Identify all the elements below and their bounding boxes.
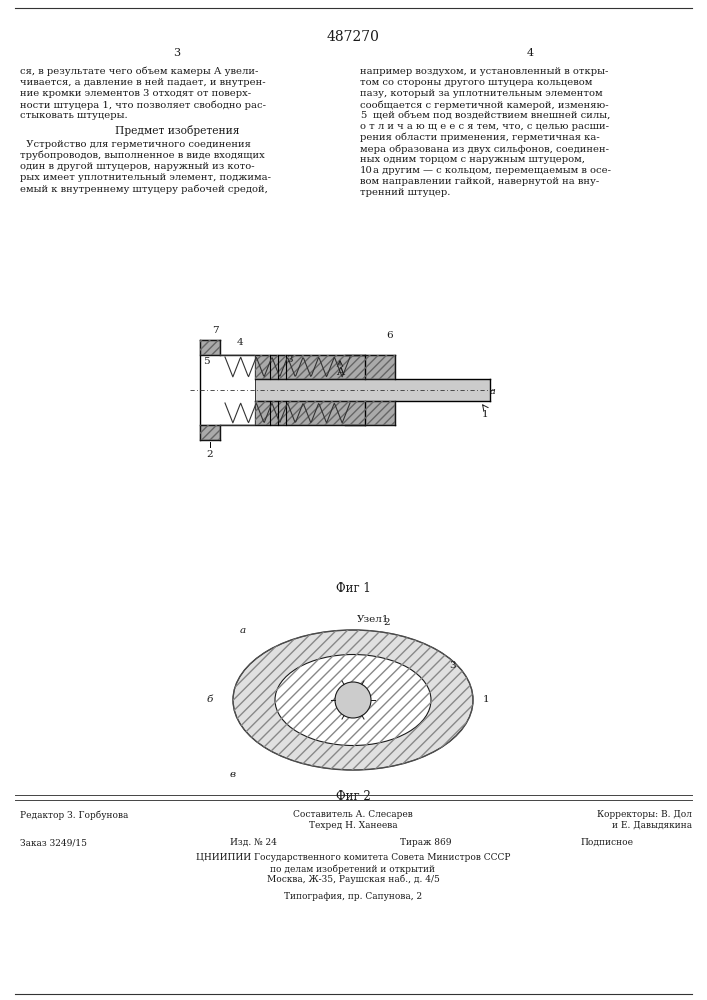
Text: рых имеет уплотнительный элемент, поджима-: рых имеет уплотнительный элемент, поджим… xyxy=(20,173,271,182)
Text: Корректоры: В. Дол: Корректоры: В. Дол xyxy=(597,810,692,819)
Text: рения области применения, герметичная ка-: рения области применения, герметичная ка… xyxy=(360,133,600,142)
Text: один в другой штуцеров, наружный из кото-: один в другой штуцеров, наружный из кото… xyxy=(20,162,255,171)
Text: мера образована из двух сильфонов, соединен-: мера образована из двух сильфонов, соеди… xyxy=(360,144,609,153)
Text: Тираж 869: Тираж 869 xyxy=(400,838,452,847)
Text: чивается, а давление в ней падает, и внутрен-: чивается, а давление в ней падает, и вну… xyxy=(20,78,266,87)
Text: 2: 2 xyxy=(206,450,214,459)
Text: по делам изобретений и открытий: по делам изобретений и открытий xyxy=(271,864,436,874)
Ellipse shape xyxy=(233,630,473,770)
Text: Типография, пр. Сапунова, 2: Типография, пр. Сапунова, 2 xyxy=(284,892,422,901)
Text: Подписное: Подписное xyxy=(580,838,633,847)
Text: стыковать штуцеры.: стыковать штуцеры. xyxy=(20,111,128,120)
Text: 3: 3 xyxy=(449,660,455,670)
Text: 7: 7 xyxy=(211,326,218,335)
Text: Изд. № 24: Изд. № 24 xyxy=(230,838,277,847)
Polygon shape xyxy=(200,340,395,379)
Text: тренний штуцер.: тренний штуцер. xyxy=(360,188,450,197)
Text: в: в xyxy=(230,770,236,779)
Text: б: б xyxy=(206,696,213,704)
Text: 487270: 487270 xyxy=(327,30,380,44)
Text: ных одним торцом с наружным штуцером,: ных одним торцом с наружным штуцером, xyxy=(360,155,585,164)
Text: Техред Н. Ханеева: Техред Н. Ханеева xyxy=(309,821,397,830)
Text: ности штуцера 1, что позволяет свободно рас-: ности штуцера 1, что позволяет свободно … xyxy=(20,100,266,109)
Text: 1: 1 xyxy=(481,410,489,419)
Text: Редактор З. Горбунова: Редактор З. Горбунова xyxy=(20,810,129,820)
Text: a: a xyxy=(490,387,496,396)
Text: а другим — с кольцом, перемещаемым в осе-: а другим — с кольцом, перемещаемым в осе… xyxy=(373,166,611,175)
Text: о т л и ч а ю щ е е с я тем, что, с целью расши-: о т л и ч а ю щ е е с я тем, что, с цель… xyxy=(360,122,609,131)
Text: 5: 5 xyxy=(360,111,366,120)
Text: 1: 1 xyxy=(483,696,490,704)
Text: 4: 4 xyxy=(237,338,243,347)
Text: 6: 6 xyxy=(387,331,393,340)
Text: 3: 3 xyxy=(173,48,180,58)
Text: 3: 3 xyxy=(286,355,293,364)
Text: 2: 2 xyxy=(383,618,390,627)
Ellipse shape xyxy=(275,654,431,746)
Text: том со стороны другого штуцера кольцевом: том со стороны другого штуцера кольцевом xyxy=(360,78,592,87)
Text: Узел1: Узел1 xyxy=(357,615,390,624)
Text: например воздухом, и установленный в откры-: например воздухом, и установленный в отк… xyxy=(360,67,609,76)
Text: Составитель А. Слесарев: Составитель А. Слесарев xyxy=(293,810,413,819)
Text: а: а xyxy=(240,626,246,635)
Text: щей объем под воздействием внешней силы,: щей объем под воздействием внешней силы, xyxy=(373,111,610,120)
Text: ние кромки элементов 3 отходят от поверх-: ние кромки элементов 3 отходят от поверх… xyxy=(20,89,251,98)
Text: Фиг 1: Фиг 1 xyxy=(336,582,370,595)
Circle shape xyxy=(335,682,371,718)
Text: Предмет изобретения: Предмет изобретения xyxy=(115,125,239,136)
Text: ЦНИИПИИ Государственного комитета Совета Министров СССР: ЦНИИПИИ Государственного комитета Совета… xyxy=(196,853,510,862)
Text: сообщается с герметичной камерой, изменяю-: сообщается с герметичной камерой, изменя… xyxy=(360,100,609,109)
Text: 4: 4 xyxy=(527,48,534,58)
Polygon shape xyxy=(200,401,395,440)
Text: трубопроводов, выполненное в виде входящих: трубопроводов, выполненное в виде входящ… xyxy=(20,151,264,160)
Text: пазу, который за уплотнительным элементом: пазу, который за уплотнительным элементо… xyxy=(360,89,602,98)
Text: 5: 5 xyxy=(204,358,210,366)
Text: Заказ 3249/15: Заказ 3249/15 xyxy=(20,838,87,847)
Text: Устройство для герметичного соединения: Устройство для герметичного соединения xyxy=(20,140,251,149)
Text: вом направлении гайкой, навернутой на вну-: вом направлении гайкой, навернутой на вн… xyxy=(360,177,600,186)
Text: A: A xyxy=(336,367,344,377)
Text: Москва, Ж-35, Раушская наб., д. 4/5: Москва, Ж-35, Раушская наб., д. 4/5 xyxy=(267,875,440,884)
Text: 10: 10 xyxy=(360,166,373,175)
Text: и Е. Давыдякина: и Е. Давыдякина xyxy=(612,821,692,830)
Text: Фиг 2: Фиг 2 xyxy=(336,790,370,803)
Bar xyxy=(255,379,490,401)
Text: емый к внутреннему штуцеру рабочей средой,: емый к внутреннему штуцеру рабочей средо… xyxy=(20,184,268,194)
Text: ся, в результате чего объем камеры А увели-: ся, в результате чего объем камеры А уве… xyxy=(20,67,258,77)
